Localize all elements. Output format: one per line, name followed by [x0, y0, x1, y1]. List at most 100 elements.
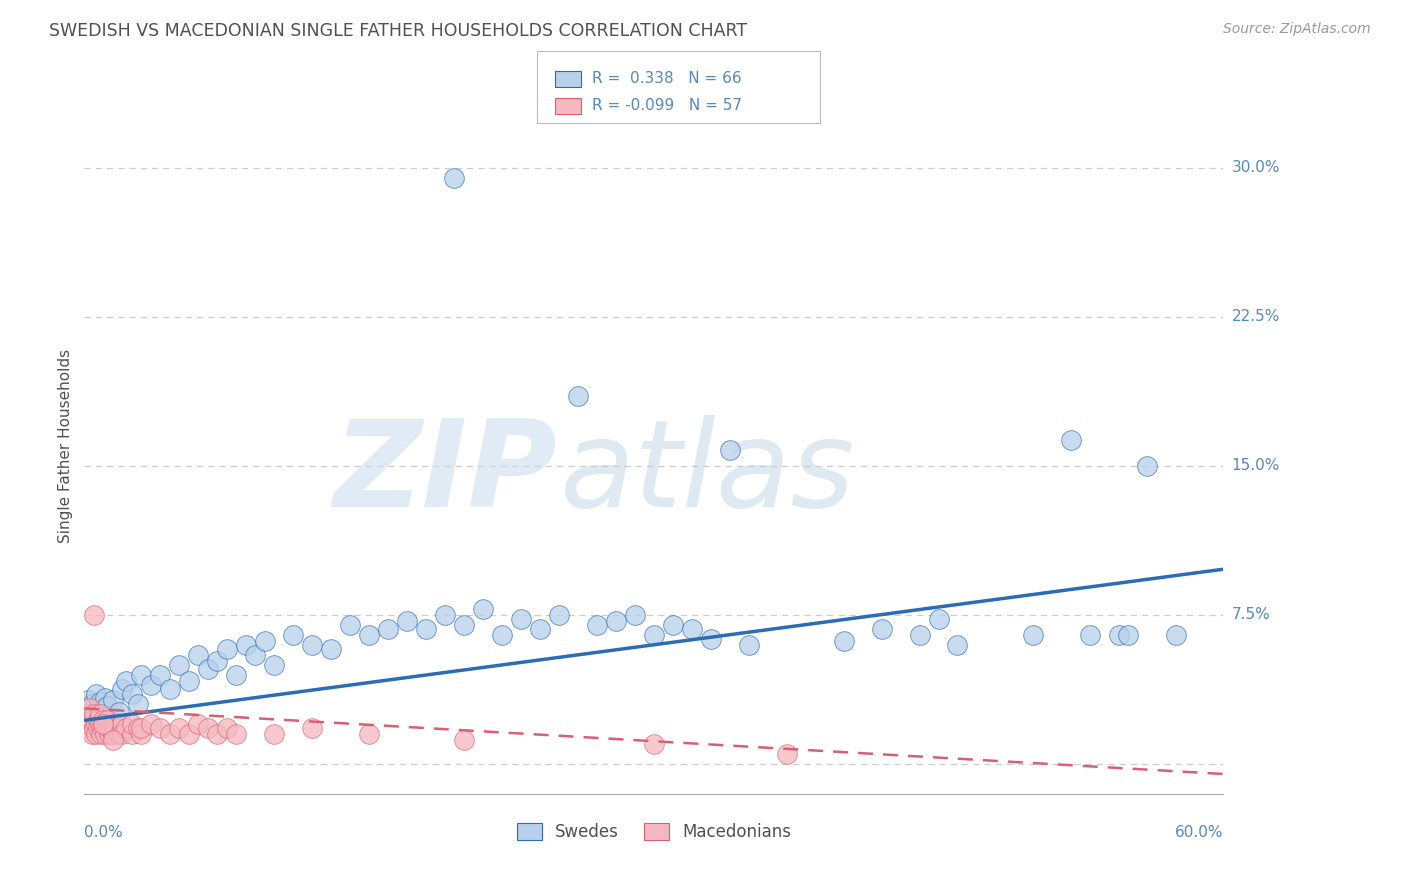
- Point: [80, 727, 103, 741]
- Text: 30.0%: 30.0%: [1232, 161, 1279, 175]
- Point: [83, 721, 105, 735]
- Point: [245, 648, 267, 662]
- Point: [321, 641, 343, 656]
- Point: [1164, 628, 1187, 642]
- Point: [472, 602, 495, 616]
- Text: atlas: atlas: [561, 416, 856, 533]
- Point: [104, 721, 127, 735]
- Point: [662, 618, 685, 632]
- Point: [605, 614, 627, 628]
- Point: [624, 607, 647, 622]
- Point: [718, 442, 741, 457]
- Point: [90, 721, 112, 735]
- Point: [149, 721, 172, 735]
- Point: [235, 638, 257, 652]
- Point: [159, 681, 181, 696]
- Point: [434, 607, 457, 622]
- Point: [359, 727, 381, 741]
- Point: [207, 654, 229, 668]
- Point: [79, 717, 101, 731]
- Point: [1118, 628, 1140, 642]
- Point: [96, 721, 118, 735]
- Point: [1136, 458, 1159, 473]
- Point: [98, 709, 121, 723]
- Point: [169, 721, 191, 735]
- Point: [131, 721, 153, 735]
- Point: [377, 622, 399, 636]
- Point: [90, 707, 112, 722]
- Legend: Swedes, Macedonians: Swedes, Macedonians: [510, 817, 797, 848]
- Point: [111, 681, 134, 696]
- Point: [115, 721, 138, 735]
- Point: [491, 628, 513, 642]
- Text: 15.0%: 15.0%: [1232, 458, 1279, 474]
- Point: [700, 632, 723, 646]
- Point: [1080, 628, 1102, 642]
- Point: [870, 622, 893, 636]
- Point: [94, 691, 117, 706]
- Point: [77, 693, 100, 707]
- Point: [225, 727, 247, 741]
- Point: [101, 717, 124, 731]
- Point: [177, 727, 200, 741]
- Point: [101, 733, 124, 747]
- Point: [94, 727, 117, 741]
- Point: [80, 714, 103, 728]
- Point: [83, 714, 105, 728]
- Point: [84, 688, 107, 702]
- Point: [139, 677, 162, 691]
- Point: [89, 707, 111, 722]
- Point: [263, 727, 285, 741]
- Text: 7.5%: 7.5%: [1232, 607, 1270, 623]
- Point: [93, 717, 115, 731]
- Point: [96, 699, 118, 714]
- Point: [215, 641, 238, 656]
- Point: [681, 622, 703, 636]
- Point: [396, 614, 419, 628]
- Point: [75, 714, 97, 728]
- Point: [80, 698, 103, 712]
- Point: [93, 721, 115, 735]
- Point: [643, 737, 665, 751]
- Point: [187, 648, 209, 662]
- Point: [79, 701, 101, 715]
- Point: [301, 638, 323, 652]
- Point: [453, 733, 475, 747]
- Point: [89, 717, 111, 731]
- Point: [946, 638, 969, 652]
- Point: [1060, 433, 1083, 447]
- Point: [107, 727, 129, 741]
- Text: SWEDISH VS MACEDONIAN SINGLE FATHER HOUSEHOLDS CORRELATION CHART: SWEDISH VS MACEDONIAN SINGLE FATHER HOUS…: [49, 22, 748, 40]
- Point: [139, 717, 162, 731]
- Point: [101, 727, 124, 741]
- Point: [928, 612, 950, 626]
- Point: [510, 612, 533, 626]
- Point: [111, 727, 134, 741]
- Point: [253, 633, 276, 648]
- Point: [197, 721, 219, 735]
- Point: [79, 707, 101, 722]
- Point: [127, 721, 149, 735]
- Point: [159, 727, 181, 741]
- Point: [283, 628, 305, 642]
- Point: [83, 707, 105, 722]
- Point: [776, 747, 799, 761]
- Point: [169, 657, 191, 672]
- Text: ZIP: ZIP: [333, 416, 557, 533]
- Point: [339, 618, 361, 632]
- Point: [359, 628, 381, 642]
- Point: [98, 721, 121, 735]
- Point: [131, 727, 153, 741]
- Point: [101, 693, 124, 707]
- Point: [83, 607, 105, 622]
- Point: [84, 727, 107, 741]
- Point: [908, 628, 931, 642]
- Point: [131, 667, 153, 681]
- Point: [586, 618, 609, 632]
- Point: [86, 721, 108, 735]
- Point: [90, 727, 112, 741]
- Point: [86, 701, 108, 715]
- Text: R =  0.338   N = 66: R = 0.338 N = 66: [592, 71, 741, 87]
- Text: 0.0%: 0.0%: [84, 825, 124, 840]
- Point: [77, 721, 100, 735]
